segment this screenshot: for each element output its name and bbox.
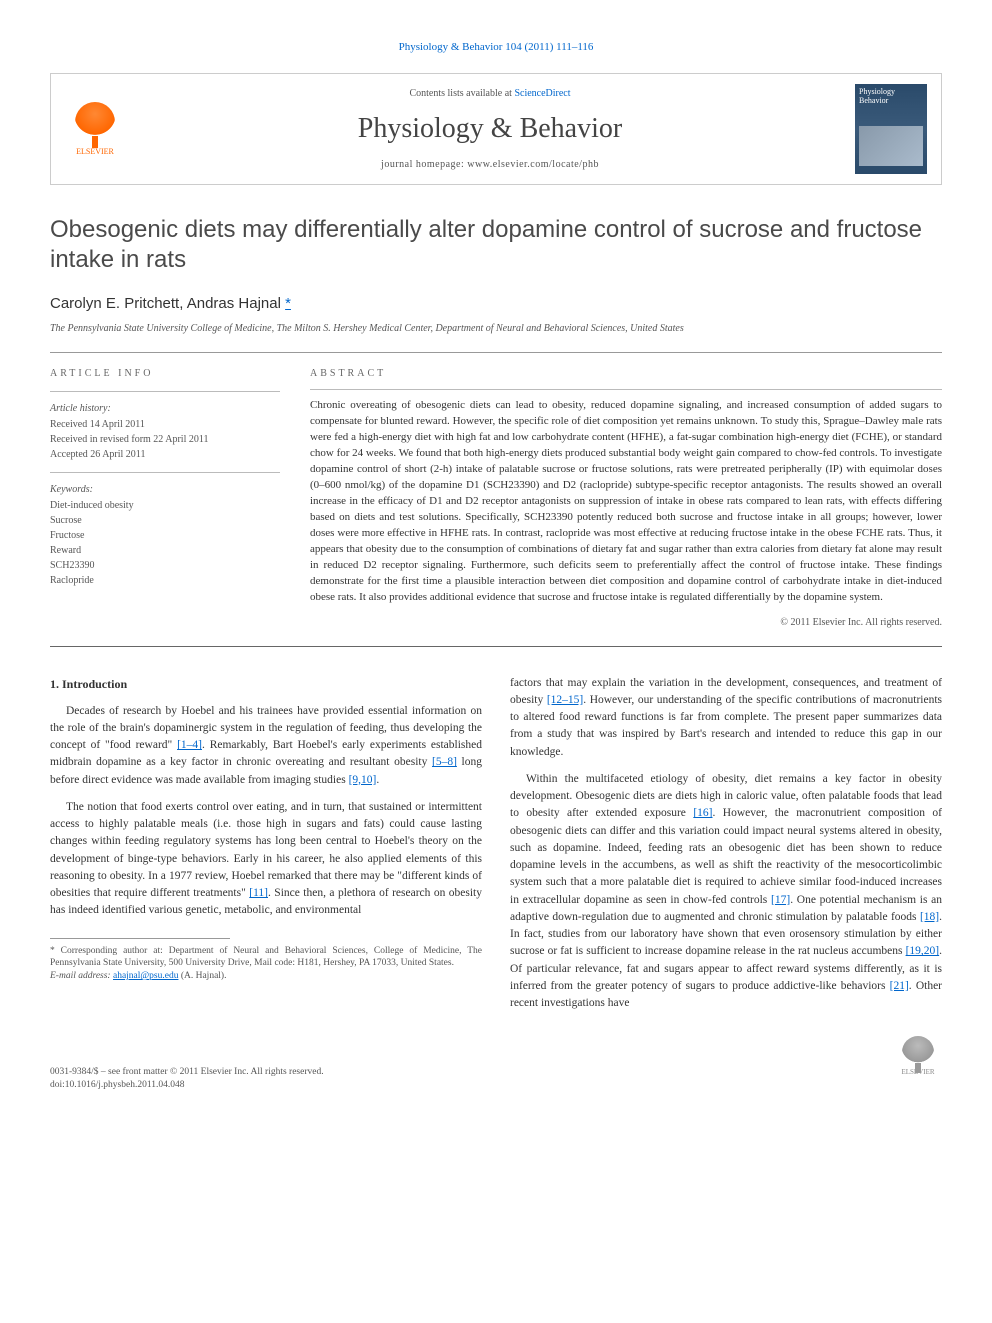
keyword: Diet-induced obesity — [50, 499, 280, 513]
corresponding-footnote: * Corresponding author at: Department of… — [50, 945, 482, 983]
journal-name: Physiology & Behavior — [125, 109, 855, 148]
cover-image — [859, 126, 923, 166]
email-link[interactable]: ahajnal@psu.edu — [113, 971, 178, 981]
body-text: The notion that food exerts control over… — [50, 801, 482, 899]
header-center: Contents lists available at ScienceDirec… — [125, 87, 855, 172]
author-list: Carolyn E. Pritchett, Andras Hajnal * — [50, 293, 942, 314]
citation-link[interactable]: [9,10] — [349, 774, 377, 786]
citation-link[interactable]: [21] — [890, 980, 909, 992]
body-paragraph: The notion that food exerts control over… — [50, 799, 482, 920]
body-paragraph: Decades of research by Hoebel and his tr… — [50, 703, 482, 789]
citation-link[interactable]: [5–8] — [432, 756, 457, 768]
body-columns: 1. Introduction Decades of research by H… — [50, 675, 942, 1013]
email-suffix: (A. Hajnal). — [178, 971, 226, 981]
info-rule — [50, 472, 280, 473]
section-1-heading: 1. Introduction — [50, 675, 482, 693]
history-accepted: Accepted 26 April 2011 — [50, 448, 280, 462]
keyword: SCH23390 — [50, 559, 280, 573]
info-rule — [50, 391, 280, 392]
history-revised: Received in revised form 22 April 2011 — [50, 433, 280, 447]
info-abstract-row: article info Article history: Received 1… — [50, 367, 942, 629]
footnote-email-line: E-mail address: ahajnal@psu.edu (A. Hajn… — [50, 970, 482, 983]
citation-link[interactable]: [17] — [771, 894, 790, 906]
journal-cover-thumb: Physiology Behavior — [855, 84, 927, 174]
citation-link[interactable]: [11] — [249, 887, 268, 899]
footnote-separator — [50, 938, 230, 939]
authors-text: Carolyn E. Pritchett, Andras Hajnal — [50, 295, 285, 312]
email-label: E-mail address: — [50, 971, 113, 981]
abstract-text: Chronic overeating of obesogenic diets c… — [310, 398, 942, 605]
info-heading: article info — [50, 367, 280, 381]
keyword: Raclopride — [50, 574, 280, 588]
abstract-column: abstract Chronic overeating of obesogeni… — [310, 367, 942, 629]
elsevier-tree-icon — [75, 102, 115, 142]
issn-line: 0031-9384/$ – see front matter © 2011 El… — [50, 1066, 324, 1079]
contents-prefix: Contents lists available at — [409, 88, 514, 99]
section-divider — [50, 646, 942, 647]
keyword: Fructose — [50, 529, 280, 543]
journal-reference: Physiology & Behavior 104 (2011) 111–116 — [50, 40, 942, 55]
article-info-column: article info Article history: Received 1… — [50, 367, 280, 629]
abstract-copyright: © 2011 Elsevier Inc. All rights reserved… — [310, 616, 942, 630]
body-paragraph: factors that may explain the variation i… — [510, 675, 942, 761]
keyword: Reward — [50, 544, 280, 558]
citation-link[interactable]: [19,20] — [906, 945, 940, 957]
divider — [50, 352, 942, 353]
citation-link[interactable]: [12–15] — [547, 694, 583, 706]
affiliation: The Pennsylvania State University Colleg… — [50, 322, 942, 336]
journal-header: ELSEVIER Contents lists available at Sci… — [50, 73, 942, 185]
corresponding-marker[interactable]: * — [285, 295, 291, 312]
body-paragraph: Within the multifaceted etiology of obes… — [510, 771, 942, 1013]
citation-link[interactable]: [16] — [693, 807, 712, 819]
abstract-heading: abstract — [310, 367, 942, 381]
citation-link[interactable]: [1–4] — [177, 739, 202, 751]
homepage-prefix: journal homepage: — [381, 159, 467, 170]
footnote-corr: * Corresponding author at: Department of… — [50, 945, 482, 971]
elsevier-tree-icon — [902, 1036, 934, 1068]
cover-title: Physiology Behavior — [859, 88, 923, 106]
page-footer: 0031-9384/$ – see front matter © 2011 El… — [50, 1036, 942, 1092]
citation-link[interactable]: [18] — [920, 911, 939, 923]
contents-line: Contents lists available at ScienceDirec… — [125, 87, 855, 101]
article-title: Obesogenic diets may differentially alte… — [50, 215, 942, 275]
elsevier-logo: ELSEVIER — [65, 94, 125, 164]
elsevier-footer-mark: ELSEVIER — [894, 1036, 942, 1092]
doi-line: doi:10.1016/j.physbeh.2011.04.048 — [50, 1079, 324, 1092]
sciencedirect-link[interactable]: ScienceDirect — [514, 88, 570, 99]
history-heading: Article history: — [50, 402, 280, 416]
history-received: Received 14 April 2011 — [50, 418, 280, 432]
body-text: . However, the macronutrient composition… — [510, 807, 942, 905]
keywords-heading: Keywords: — [50, 483, 280, 497]
homepage-url: www.elsevier.com/locate/phb — [467, 159, 599, 170]
body-text: . — [376, 774, 379, 786]
homepage-line: journal homepage: www.elsevier.com/locat… — [125, 158, 855, 172]
keyword: Sucrose — [50, 514, 280, 528]
abstract-rule — [310, 389, 942, 390]
footer-left: 0031-9384/$ – see front matter © 2011 El… — [50, 1066, 324, 1093]
